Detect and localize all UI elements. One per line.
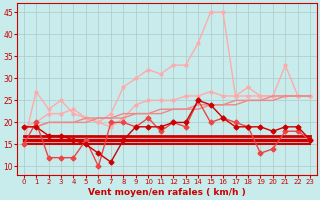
- X-axis label: Vent moyen/en rafales ( km/h ): Vent moyen/en rafales ( km/h ): [88, 188, 246, 197]
